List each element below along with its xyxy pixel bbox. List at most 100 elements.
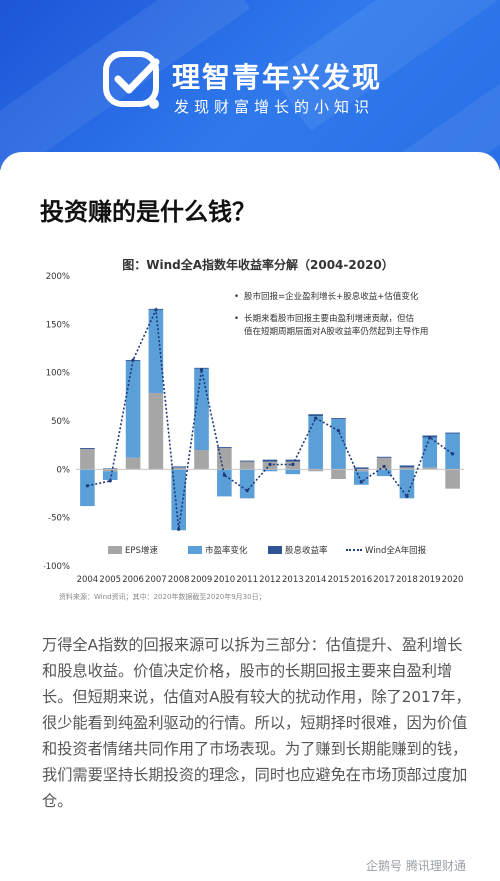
- bar: [399, 467, 415, 470]
- bar: [445, 469, 460, 489]
- y-tick-label: 50%: [51, 417, 70, 427]
- bar: [308, 416, 323, 470]
- brand-title: 理智青年兴发现: [172, 61, 383, 94]
- bar: [148, 392, 164, 470]
- chart-note-text: 长期来看股市回报主要由盈利增速贡献，但估: [244, 314, 415, 324]
- legend-item: 股息收益率: [268, 544, 328, 556]
- legend-item: 市盈率变化: [188, 544, 248, 556]
- bar: [125, 457, 141, 470]
- chart-title: 图：Wind全A指数年收益率分解（2004-2020）: [122, 258, 394, 272]
- legend-swatch: [108, 546, 122, 554]
- bar: [80, 448, 95, 450]
- bar: [353, 469, 369, 472]
- x-tick-label: 2014: [305, 575, 327, 585]
- bar: [308, 469, 323, 472]
- line-point: [336, 429, 341, 433]
- bar: [171, 466, 187, 468]
- line-point: [450, 452, 455, 456]
- line-point: [199, 368, 204, 372]
- header-banner: 理智青年兴发现 发现财富增长的小知识: [0, 0, 500, 170]
- brand-subtitle: 发现财富增长的小知识: [174, 98, 375, 116]
- line-point: [222, 473, 226, 477]
- bar: [194, 368, 209, 450]
- line-point: [314, 416, 318, 420]
- x-tick-label: 2009: [191, 575, 213, 585]
- bar: [262, 469, 278, 472]
- bar: [262, 459, 278, 462]
- bar: [331, 419, 346, 470]
- line-point: [177, 527, 181, 531]
- y-tick-label: 150%: [46, 320, 70, 330]
- line-point: [154, 308, 158, 312]
- x-tick-label: 2015: [328, 575, 350, 585]
- line-point: [291, 462, 295, 467]
- y-tick-label: 200%: [46, 272, 70, 282]
- legend-label: EPS增速: [125, 546, 158, 556]
- x-tick-label: 2004: [77, 575, 99, 585]
- chart-plot: -100%-50%0%50%100%150%200%2004 2005 2006 20…: [44, 272, 464, 585]
- legend-label: 股息收益率: [285, 546, 328, 556]
- bar: [125, 361, 141, 458]
- legend-swatch: [268, 546, 282, 554]
- bar: [331, 418, 346, 420]
- bar: [239, 460, 255, 462]
- chart-note: • 长期来看股市回报主要由盈利增速贡献，但估 值在短期周期层面对A股收益率仍然起到主…: [234, 314, 429, 337]
- bar: [171, 469, 187, 531]
- x-tick-label: 2007: [145, 575, 167, 585]
- bar: [80, 469, 95, 507]
- legend-label: 市盈率变化: [205, 546, 248, 556]
- bar: [399, 465, 415, 468]
- series-line: [87, 306, 454, 530]
- legend-item: Wind全A年回报: [346, 544, 426, 556]
- x-tick-label: 2019: [419, 575, 441, 585]
- x-tick-label: 2010: [214, 575, 236, 585]
- legend-item: EPS增速: [108, 544, 158, 556]
- chart-figure: 图：Wind全A指数年收益率分解（2004-2020） -100% -50% 0% 5…: [44, 242, 472, 612]
- bar: [102, 469, 118, 472]
- bar: [422, 467, 438, 470]
- x-tick-label: 2016: [350, 575, 372, 585]
- bar: [353, 467, 369, 470]
- bar: [445, 432, 460, 434]
- bar: [285, 459, 301, 462]
- line-point: [428, 435, 432, 440]
- chart-note-text: 股市回报=企业盈利增长+股息收益+估值变化: [244, 292, 419, 302]
- bar: [422, 437, 438, 468]
- watermark: 企鹅号 腾讯理财通: [366, 859, 466, 873]
- y-tick-label: -100%: [44, 562, 70, 572]
- line-point: [268, 462, 272, 467]
- x-tick-label: 2017: [373, 575, 395, 585]
- bar: [376, 456, 392, 458]
- bar: [102, 468, 118, 470]
- bar: [217, 469, 232, 497]
- bar: [80, 449, 95, 470]
- x-tick-label: 2008: [168, 575, 190, 585]
- x-tick-label: 2006: [122, 575, 144, 585]
- x-tick-label: 2012: [259, 575, 281, 585]
- bar: [102, 471, 118, 480]
- article-headline: 投资赚的是什么钱？: [40, 198, 256, 226]
- bar: [376, 457, 392, 470]
- legend-swatch: [188, 546, 202, 554]
- line-point: [131, 358, 135, 362]
- bar: [171, 467, 187, 470]
- bar: [194, 450, 209, 470]
- legend-line-swatch: [346, 549, 362, 551]
- x-tick-label: 2013: [282, 575, 304, 585]
- line-point: [108, 479, 112, 483]
- y-tick-label: 0%: [57, 465, 71, 475]
- bar: [239, 461, 255, 470]
- chart-legend: EPS增速 市盈率变化 股息收益率 Wind全A年回报: [108, 544, 468, 558]
- bar: [445, 433, 460, 470]
- bar: [285, 469, 301, 475]
- x-tick-label: 2011: [236, 575, 258, 585]
- brand-logo-icon: [103, 51, 160, 109]
- legend-label: Wind全A年回报: [365, 546, 427, 556]
- y-tick-label: 100%: [46, 369, 70, 379]
- chart-note-text: 值在短期周期层面对A股收益率仍然起到主导作用: [244, 327, 429, 337]
- bar: [217, 447, 232, 449]
- line-point: [405, 494, 409, 498]
- x-tick-label: 2005: [99, 575, 121, 585]
- chart-source: 资料来源：Wind资讯；其中：2020年数据截至2020年9月30日；: [59, 593, 266, 601]
- line-point: [85, 484, 90, 488]
